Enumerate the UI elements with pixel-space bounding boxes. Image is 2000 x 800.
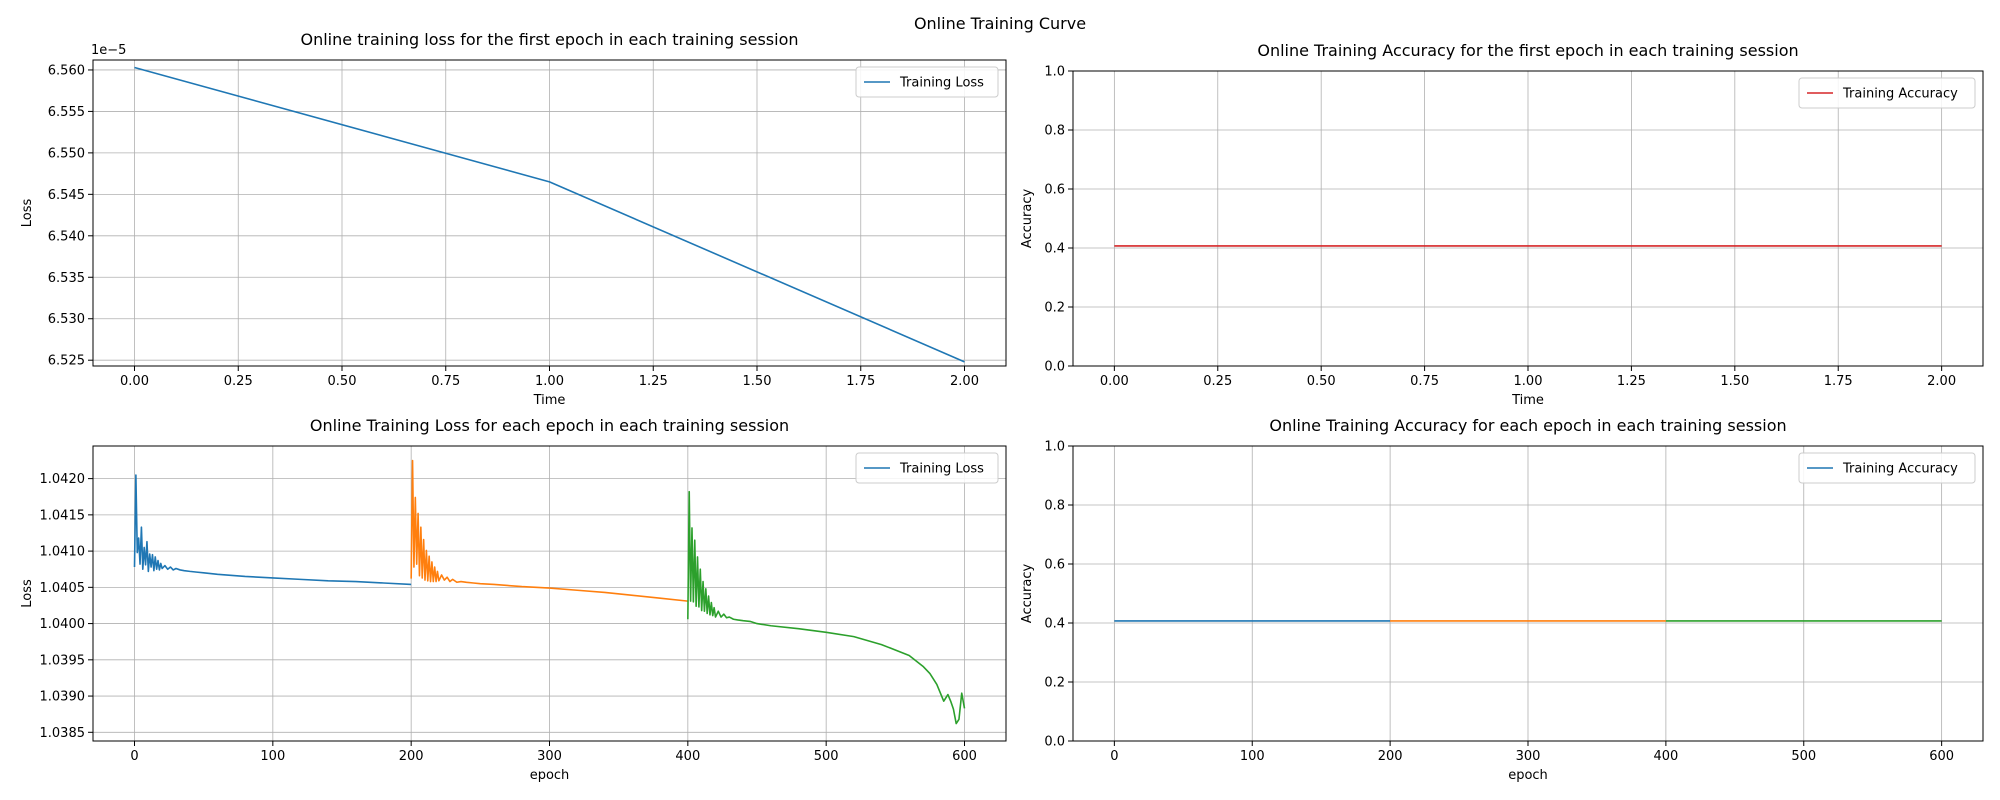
x-tick-label: 0.25 (1203, 374, 1232, 389)
y-tick-label: 6.550 (48, 146, 85, 161)
legend-label: Training Loss (899, 76, 984, 91)
y-tick-label: 1.0405 (40, 581, 86, 596)
chart-panel-2: 0.00 0.25 0.50 0.75 1.00 1.25 1.50 1.75 2.00 0.0 0… (1020, 41, 1984, 408)
y-axis-label: Loss (20, 199, 35, 228)
x-tick-label: 500 (814, 749, 839, 764)
x-tick-label: 0.75 (1410, 374, 1439, 389)
y-tick-label: 1.0415 (40, 508, 86, 523)
y-offset-label: 1e−5 (91, 43, 126, 58)
y-tick-label: 6.530 (48, 312, 85, 327)
x-axis-label: epoch (530, 768, 570, 783)
legend-label: Training Accuracy (1842, 87, 1958, 102)
x-tick-label: 300 (537, 749, 562, 764)
y-tick-label: 0.6 (1044, 183, 1065, 198)
x-tick-label: 200 (399, 749, 424, 764)
series-line-3 (687, 490, 966, 725)
x-tick-label: 100 (1240, 749, 1265, 764)
y-axis-label: Accuracy (1020, 564, 1035, 624)
y-tick-label: 1.0390 (40, 690, 86, 705)
y-tick-label: 0.8 (1044, 499, 1065, 514)
x-tick-label: 600 (952, 749, 977, 764)
y-tick-label: 0.4 (1044, 617, 1065, 632)
figure-title: Online Training Curve (914, 14, 1086, 33)
y-tick-label: 6.535 (48, 271, 85, 286)
x-tick-label: 0 (1110, 749, 1118, 764)
chart-panel-3: 0 100 200 300 400 500 600 1.0385 1.0390 1.0395 1.0… (20, 416, 1007, 783)
y-axis-label: Accuracy (1020, 189, 1035, 249)
x-tick-label: 400 (1653, 749, 1678, 764)
x-axis-label: Time (533, 393, 566, 408)
series-line-1 (133, 474, 412, 586)
y-tick-label: 1.0 (1044, 65, 1065, 80)
y-tick-label: 0.0 (1044, 360, 1065, 375)
chart-title: Online training loss for the first epoch… (301, 30, 799, 49)
y-tick-label: 1.0395 (40, 653, 86, 668)
legend-label: Training Loss (899, 462, 984, 477)
legend-box (1798, 452, 1976, 484)
x-tick-label: 0.50 (328, 374, 357, 389)
x-axis-label: epoch (1508, 768, 1548, 783)
x-tick-label: 500 (1791, 749, 1816, 764)
x-tick-label: 300 (1516, 749, 1541, 764)
x-tick-label: 0.75 (431, 374, 460, 389)
x-tick-label: 0.00 (120, 374, 149, 389)
y-tick-label: 0.8 (1044, 124, 1065, 139)
x-tick-label: 1.25 (639, 374, 668, 389)
x-tick-label: 100 (260, 749, 285, 764)
chart-panel-4: 0 100 200 300 400 500 600 0.0 0.2 0.4 0.6 0.8 1.0 Onl… (1020, 416, 1984, 783)
y-tick-label: 6.525 (48, 354, 85, 369)
legend-box (855, 452, 999, 484)
series-line-2 (410, 459, 688, 602)
x-tick-label: 1.25 (1617, 374, 1646, 389)
x-tick-label: 1.75 (1824, 374, 1853, 389)
x-tick-label: 1.00 (1514, 374, 1543, 389)
chart-title: Online Training Accuracy for the first e… (1257, 41, 1798, 60)
x-axis-label: Time (1511, 393, 1544, 408)
y-tick-label: 6.540 (48, 229, 85, 244)
x-tick-label: 200 (1378, 749, 1403, 764)
chart-title: Online Training Loss for each epoch in e… (310, 416, 789, 435)
y-tick-label: 1.0385 (40, 726, 86, 741)
x-tick-label: 1.50 (1720, 374, 1749, 389)
y-tick-label: 0.2 (1044, 301, 1065, 316)
x-tick-label: 0 (130, 749, 138, 764)
y-tick-label: 0.6 (1044, 558, 1065, 573)
x-tick-label: 1.75 (846, 374, 875, 389)
y-tick-label: 1.0410 (40, 545, 86, 560)
x-tick-label: 2.00 (950, 374, 979, 389)
y-tick-label: 6.560 (48, 63, 85, 78)
y-tick-label: 0.2 (1044, 676, 1065, 691)
legend-label: Training Accuracy (1842, 462, 1958, 477)
x-tick-label: 400 (675, 749, 700, 764)
legend-box (855, 66, 999, 98)
chart-title: Online Training Accuracy for each epoch … (1269, 416, 1786, 435)
x-tick-label: 0.00 (1100, 374, 1129, 389)
y-tick-label: 0.4 (1044, 242, 1065, 257)
series-line-1 (134, 66, 965, 363)
y-tick-label: 1.0400 (40, 617, 86, 632)
legend-box (1798, 77, 1976, 109)
y-tick-label: 1.0420 (40, 472, 86, 487)
y-tick-label: 1.0 (1044, 440, 1065, 455)
y-tick-label: 6.555 (48, 105, 85, 120)
y-tick-label: 6.545 (48, 188, 85, 203)
x-tick-label: 0.25 (224, 374, 253, 389)
x-tick-label: 1.00 (535, 374, 564, 389)
x-tick-label: 600 (1929, 749, 1954, 764)
x-tick-label: 0.50 (1307, 374, 1336, 389)
chart-panel-1: 0.00 0.25 0.50 0.75 1.00 1.25 1.50 1.75 2.00 6.52… (20, 30, 1007, 408)
x-tick-label: 2.00 (1927, 374, 1956, 389)
x-tick-label: 1.50 (743, 374, 772, 389)
y-tick-label: 0.0 (1044, 735, 1065, 750)
y-axis-label: Loss (20, 579, 35, 608)
